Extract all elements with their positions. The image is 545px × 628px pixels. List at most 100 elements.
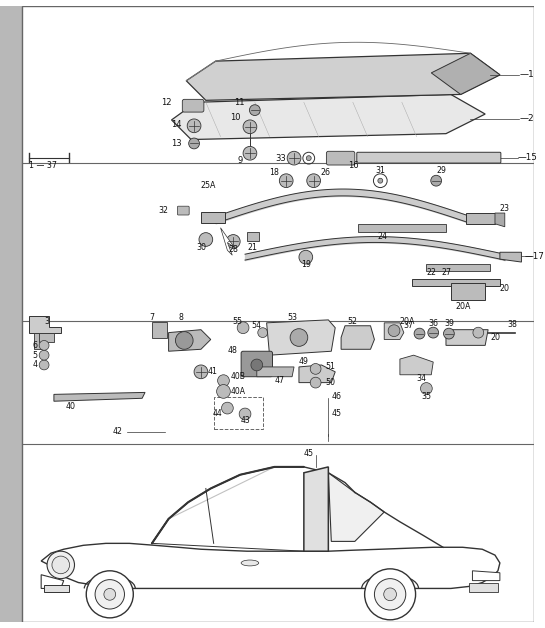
Polygon shape [186,53,500,100]
Text: 47: 47 [274,376,284,385]
Text: 46: 46 [331,392,341,401]
Text: 37: 37 [404,322,414,330]
Text: 43: 43 [240,416,250,425]
Circle shape [414,328,425,339]
Polygon shape [221,228,234,255]
Text: 39: 39 [444,319,454,328]
Text: 53: 53 [287,313,297,322]
Circle shape [104,588,116,600]
Text: 10: 10 [229,114,240,122]
Circle shape [384,588,396,601]
Circle shape [310,377,321,388]
Polygon shape [400,355,433,375]
Text: 45: 45 [304,448,314,458]
Polygon shape [411,279,500,286]
Polygon shape [152,322,167,337]
Polygon shape [495,213,505,227]
Ellipse shape [241,560,259,566]
Text: 54: 54 [252,322,262,330]
Text: —1: —1 [519,70,534,79]
Bar [247,232,259,242]
Polygon shape [41,543,500,588]
Circle shape [221,402,233,414]
Text: 36: 36 [428,319,438,328]
Polygon shape [172,94,485,139]
Polygon shape [304,467,328,551]
Text: —17: —17 [524,252,544,261]
Polygon shape [465,213,495,224]
Text: 30: 30 [196,243,206,252]
Circle shape [47,551,75,578]
Polygon shape [54,392,145,401]
Text: 19: 19 [301,261,311,269]
Circle shape [428,327,439,338]
Circle shape [217,375,229,386]
Text: 34: 34 [416,374,427,383]
Text: 23: 23 [500,203,510,213]
Circle shape [431,175,441,186]
Polygon shape [446,330,488,345]
Text: 24: 24 [377,232,387,241]
Circle shape [52,556,70,574]
Circle shape [473,327,484,338]
Text: 44: 44 [213,409,222,418]
Text: 11: 11 [234,98,245,107]
Text: 40B: 40B [231,372,245,381]
Polygon shape [299,365,335,382]
Circle shape [306,156,311,161]
Polygon shape [267,320,335,355]
Polygon shape [384,323,404,340]
Polygon shape [201,212,226,223]
Polygon shape [358,224,446,232]
Text: 38: 38 [508,320,518,329]
Text: 45: 45 [331,409,341,418]
FancyBboxPatch shape [241,351,272,377]
Bar [44,585,69,592]
Text: 32: 32 [159,205,168,215]
Circle shape [39,350,49,360]
Text: 16: 16 [348,161,359,170]
Circle shape [243,146,257,160]
Circle shape [189,138,199,149]
Text: 14: 14 [171,121,181,129]
Text: 55: 55 [232,317,242,327]
Text: 48: 48 [227,346,237,355]
Circle shape [258,328,268,337]
Circle shape [444,328,455,339]
Circle shape [280,174,293,188]
Polygon shape [451,283,485,300]
Bar [214,398,263,429]
Circle shape [95,580,124,609]
Text: 20A: 20A [400,317,415,327]
Text: 51: 51 [325,362,335,371]
Text: 4: 4 [32,360,37,369]
Bar [469,583,498,592]
Circle shape [251,359,263,371]
Text: 12: 12 [161,98,172,107]
Text: 6: 6 [32,341,37,350]
Text: 31: 31 [376,166,385,175]
Text: 52: 52 [348,317,358,327]
Text: 25A: 25A [201,181,216,190]
Circle shape [287,151,301,165]
Circle shape [388,325,400,337]
Polygon shape [34,333,44,349]
Circle shape [237,322,249,333]
Circle shape [307,174,320,188]
Polygon shape [473,571,500,581]
Circle shape [250,105,260,116]
Circle shape [374,578,406,610]
Text: 40A: 40A [231,387,245,396]
Text: 50: 50 [325,378,335,387]
Text: —15: —15 [518,153,537,162]
Text: 5: 5 [32,350,37,360]
Polygon shape [426,264,490,271]
Text: 40: 40 [65,402,76,411]
Polygon shape [341,326,374,349]
Circle shape [299,251,313,264]
Polygon shape [168,330,211,351]
Text: 49: 49 [299,357,309,365]
Text: 28: 28 [228,245,238,254]
Circle shape [216,384,231,398]
Text: 41: 41 [208,367,218,376]
